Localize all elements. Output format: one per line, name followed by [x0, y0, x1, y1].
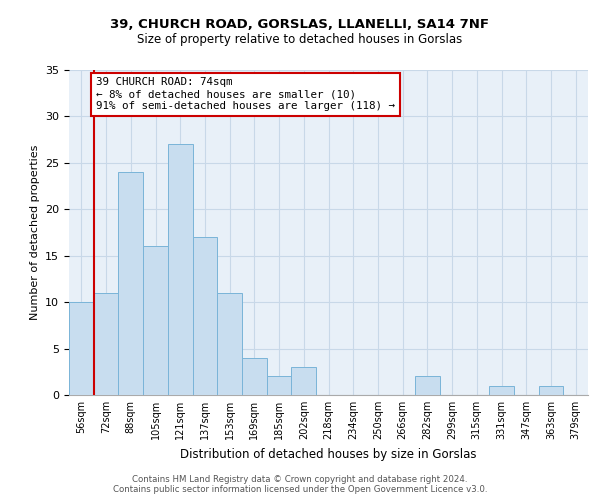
Text: Size of property relative to detached houses in Gorslas: Size of property relative to detached ho…	[137, 32, 463, 46]
Bar	[292, 367, 316, 395]
Text: Contains HM Land Registry data © Crown copyright and database right 2024.: Contains HM Land Registry data © Crown c…	[132, 475, 468, 484]
Bar	[94, 293, 118, 395]
Bar	[489, 386, 514, 395]
Bar	[242, 358, 267, 395]
Text: Contains public sector information licensed under the Open Government Licence v3: Contains public sector information licen…	[113, 485, 487, 494]
X-axis label: Distribution of detached houses by size in Gorslas: Distribution of detached houses by size …	[180, 448, 477, 460]
Bar	[193, 237, 217, 395]
Text: 39 CHURCH ROAD: 74sqm
← 8% of detached houses are smaller (10)
91% of semi-detac: 39 CHURCH ROAD: 74sqm ← 8% of detached h…	[96, 78, 395, 110]
Bar	[69, 302, 94, 395]
Bar	[168, 144, 193, 395]
Bar	[118, 172, 143, 395]
Bar	[415, 376, 440, 395]
Y-axis label: Number of detached properties: Number of detached properties	[29, 145, 40, 320]
Bar	[143, 246, 168, 395]
Bar	[217, 293, 242, 395]
Bar	[267, 376, 292, 395]
Bar	[539, 386, 563, 395]
Text: 39, CHURCH ROAD, GORSLAS, LLANELLI, SA14 7NF: 39, CHURCH ROAD, GORSLAS, LLANELLI, SA14…	[110, 18, 490, 30]
